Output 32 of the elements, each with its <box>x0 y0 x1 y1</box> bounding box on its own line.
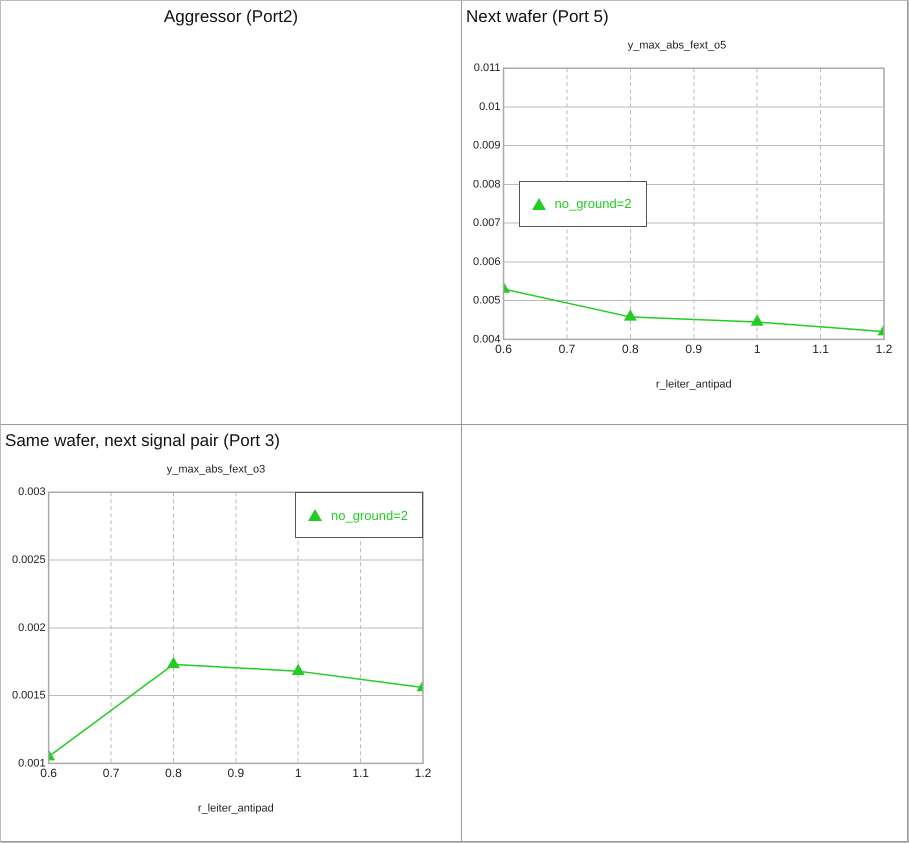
chart-subtitle: y_max_abs_fext_o5 <box>628 40 726 52</box>
x-tick-label: 0.9 <box>227 766 244 780</box>
y-tick-label: 0.008 <box>472 178 501 190</box>
chart-title: Next wafer (Port 5) <box>465 6 610 27</box>
chart-subtitle: y_max_abs_fext_o3 <box>166 464 266 476</box>
x-tick-label: 0.8 <box>165 766 182 780</box>
x-tick-label: 1.1 <box>352 766 370 780</box>
y-tick-label: 0.006 <box>472 256 501 268</box>
x-axis-title: r_leiter_antipad <box>656 378 732 390</box>
chart-title: Same wafer, next signal pair (Port 3) <box>4 430 281 451</box>
x-axis-title: r_leiter_antipad <box>198 802 274 814</box>
y-tick-label: 0.007 <box>472 217 501 230</box>
x-tick-label: 1 <box>754 342 761 356</box>
y-tick-label: 0.0015 <box>12 690 46 702</box>
y-tick-label: 0.005 <box>472 294 501 307</box>
x-tick-label: 1.2 <box>414 766 432 780</box>
y-tick-label: 0.011 <box>474 62 501 74</box>
x-tick-label: 0.7 <box>558 342 576 356</box>
y-tick-label: 0.0025 <box>12 554 46 566</box>
x-tick-label: 1.2 <box>876 342 893 356</box>
legend-label: no_ground=2 <box>554 196 632 212</box>
y-tick-label: 0.003 <box>18 486 46 498</box>
x-tick-label: 1 <box>294 766 302 780</box>
text: Aggressor (Port2) <box>162 6 300 27</box>
x-tick-label: 0.7 <box>102 766 120 780</box>
y-tick-label: 0.002 <box>18 622 46 634</box>
legend-label: no_ground=2 <box>331 508 408 523</box>
x-tick-label: 0.9 <box>685 342 702 356</box>
y-tick-label: 0.01 <box>479 100 501 113</box>
x-tick-label: 1.1 <box>812 342 830 356</box>
y-tick-label: 0.009 <box>472 140 501 152</box>
x-tick-label: 0.8 <box>622 342 640 356</box>
